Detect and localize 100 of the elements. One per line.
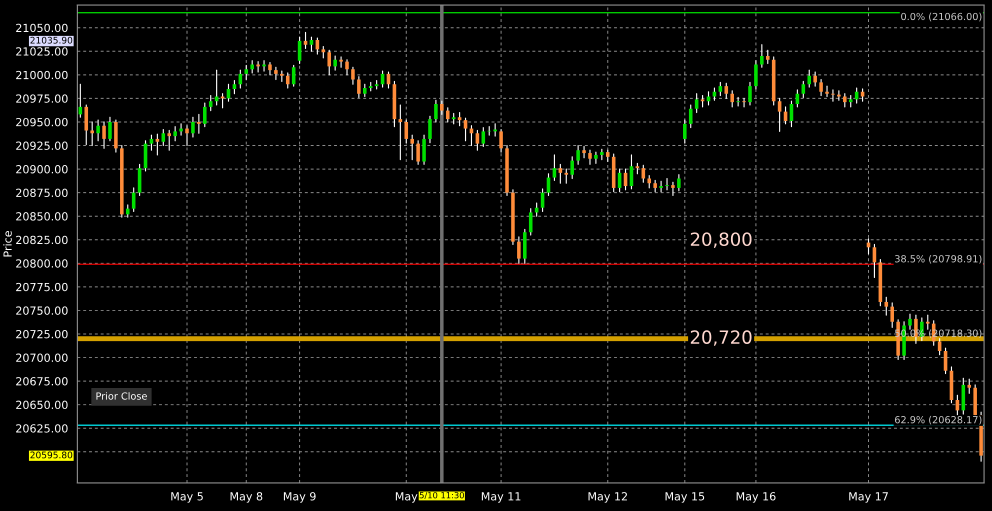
y-tick-label: 21000.00 — [16, 70, 68, 80]
candlestick — [884, 296, 888, 316]
candlestick — [162, 128, 166, 146]
candlestick — [96, 120, 100, 142]
x-tick-label: May 17 — [849, 492, 888, 503]
candlestick — [226, 84, 230, 102]
candlestick — [214, 70, 218, 106]
candlestick — [380, 70, 384, 88]
candlestick — [132, 187, 136, 212]
ref-line-label: 38.5% (20798.91) — [895, 254, 982, 264]
candlestick — [298, 36, 302, 64]
candlestick — [854, 87, 858, 104]
candlestick — [428, 116, 432, 144]
candlestick — [232, 80, 236, 94]
candlestick — [576, 144, 580, 165]
annotation: 20,800 — [690, 232, 752, 248]
candlestick — [890, 302, 894, 328]
candlestick — [250, 60, 254, 74]
candlestick — [944, 348, 948, 374]
candlestick — [256, 61, 260, 73]
candlestick — [333, 55, 337, 71]
candlestick — [796, 89, 800, 108]
candlestick — [274, 66, 278, 80]
candlestick — [220, 93, 224, 108]
y-tick-label: 20825.00 — [16, 236, 68, 244]
candlestick — [410, 134, 414, 160]
y-tick-label: 20900.00 — [16, 165, 68, 174]
candlestick — [150, 134, 154, 151]
candlestick — [368, 82, 372, 92]
candlestick — [926, 314, 930, 330]
candlestick — [78, 84, 82, 118]
x-tick-label: May — [396, 492, 418, 503]
candlestick — [108, 116, 112, 142]
candlestick — [546, 173, 550, 196]
y-tick-label: 20950.00 — [16, 118, 68, 126]
candlestick — [588, 150, 592, 165]
y-tick-label: 20875.00 — [16, 188, 68, 198]
candlestick — [191, 116, 195, 138]
x-tick-label: May 16 — [736, 492, 776, 503]
candlestick — [470, 125, 474, 146]
candlestick — [754, 60, 758, 90]
candlestick — [440, 100, 444, 115]
candlestick — [784, 106, 788, 124]
text: 21035.90 — [30, 36, 72, 44]
candlestick — [813, 71, 817, 87]
candlestick — [843, 93, 847, 108]
text: 20595.80 — [30, 452, 72, 458]
candlestick — [345, 59, 349, 76]
candlestick — [807, 70, 812, 88]
ref-line-label: 0.0% (21066.00) — [901, 12, 982, 22]
candlestick — [872, 244, 876, 278]
candlestick — [860, 88, 864, 102]
candlestick — [665, 178, 669, 190]
candlestick — [831, 89, 835, 102]
candlestick — [552, 154, 556, 181]
candlestick — [624, 168, 628, 190]
x-tick-label: May 12 — [588, 492, 627, 503]
candlestick — [179, 123, 183, 136]
candlestick — [642, 164, 646, 183]
candlestick — [718, 82, 722, 96]
candlestick — [790, 100, 794, 128]
candlestick — [706, 91, 710, 106]
candlestick — [778, 98, 782, 132]
y-tick-label: 20625.00 — [16, 424, 68, 433]
candlestick — [386, 71, 390, 89]
candlestick — [499, 128, 503, 153]
candlestick — [363, 84, 367, 98]
candlestick — [493, 123, 497, 137]
candlestick — [476, 130, 480, 151]
x-tick-label: May 15 — [666, 492, 704, 503]
candlestick — [197, 114, 201, 134]
candlestick — [866, 238, 870, 254]
candlestick — [766, 50, 770, 64]
candlestick — [357, 76, 361, 98]
y-tick-label: 21025.00 — [16, 47, 68, 56]
candlestick — [534, 202, 538, 217]
candlestick — [238, 70, 242, 89]
candlestick — [203, 102, 207, 128]
candlestick — [748, 82, 752, 106]
ref-line-label: 62.9% (20628.17) — [894, 416, 982, 425]
candlestick — [819, 79, 823, 96]
candlestick — [618, 168, 622, 192]
candlestick — [908, 314, 912, 330]
ref-line-label: 20,720 — [690, 330, 752, 346]
candlestick — [938, 338, 942, 356]
y-tick-label: 20775.00 — [16, 282, 68, 292]
candlestick — [434, 100, 438, 123]
x-tick-label: 5/10 11:30 — [420, 492, 464, 500]
candlestick — [653, 180, 657, 192]
candlestick — [126, 204, 130, 218]
candlestick — [84, 104, 88, 146]
y-tick-label: 20725.00 — [16, 330, 68, 338]
candlestick — [446, 107, 450, 123]
candlestick — [404, 120, 408, 144]
candlestick — [600, 148, 604, 160]
y-tick-label: 20650.00 — [16, 400, 68, 410]
candlestick — [90, 121, 94, 146]
candlestick — [606, 150, 610, 162]
y-tick-label: 20700.00 — [16, 354, 68, 362]
candlestick — [594, 152, 598, 164]
